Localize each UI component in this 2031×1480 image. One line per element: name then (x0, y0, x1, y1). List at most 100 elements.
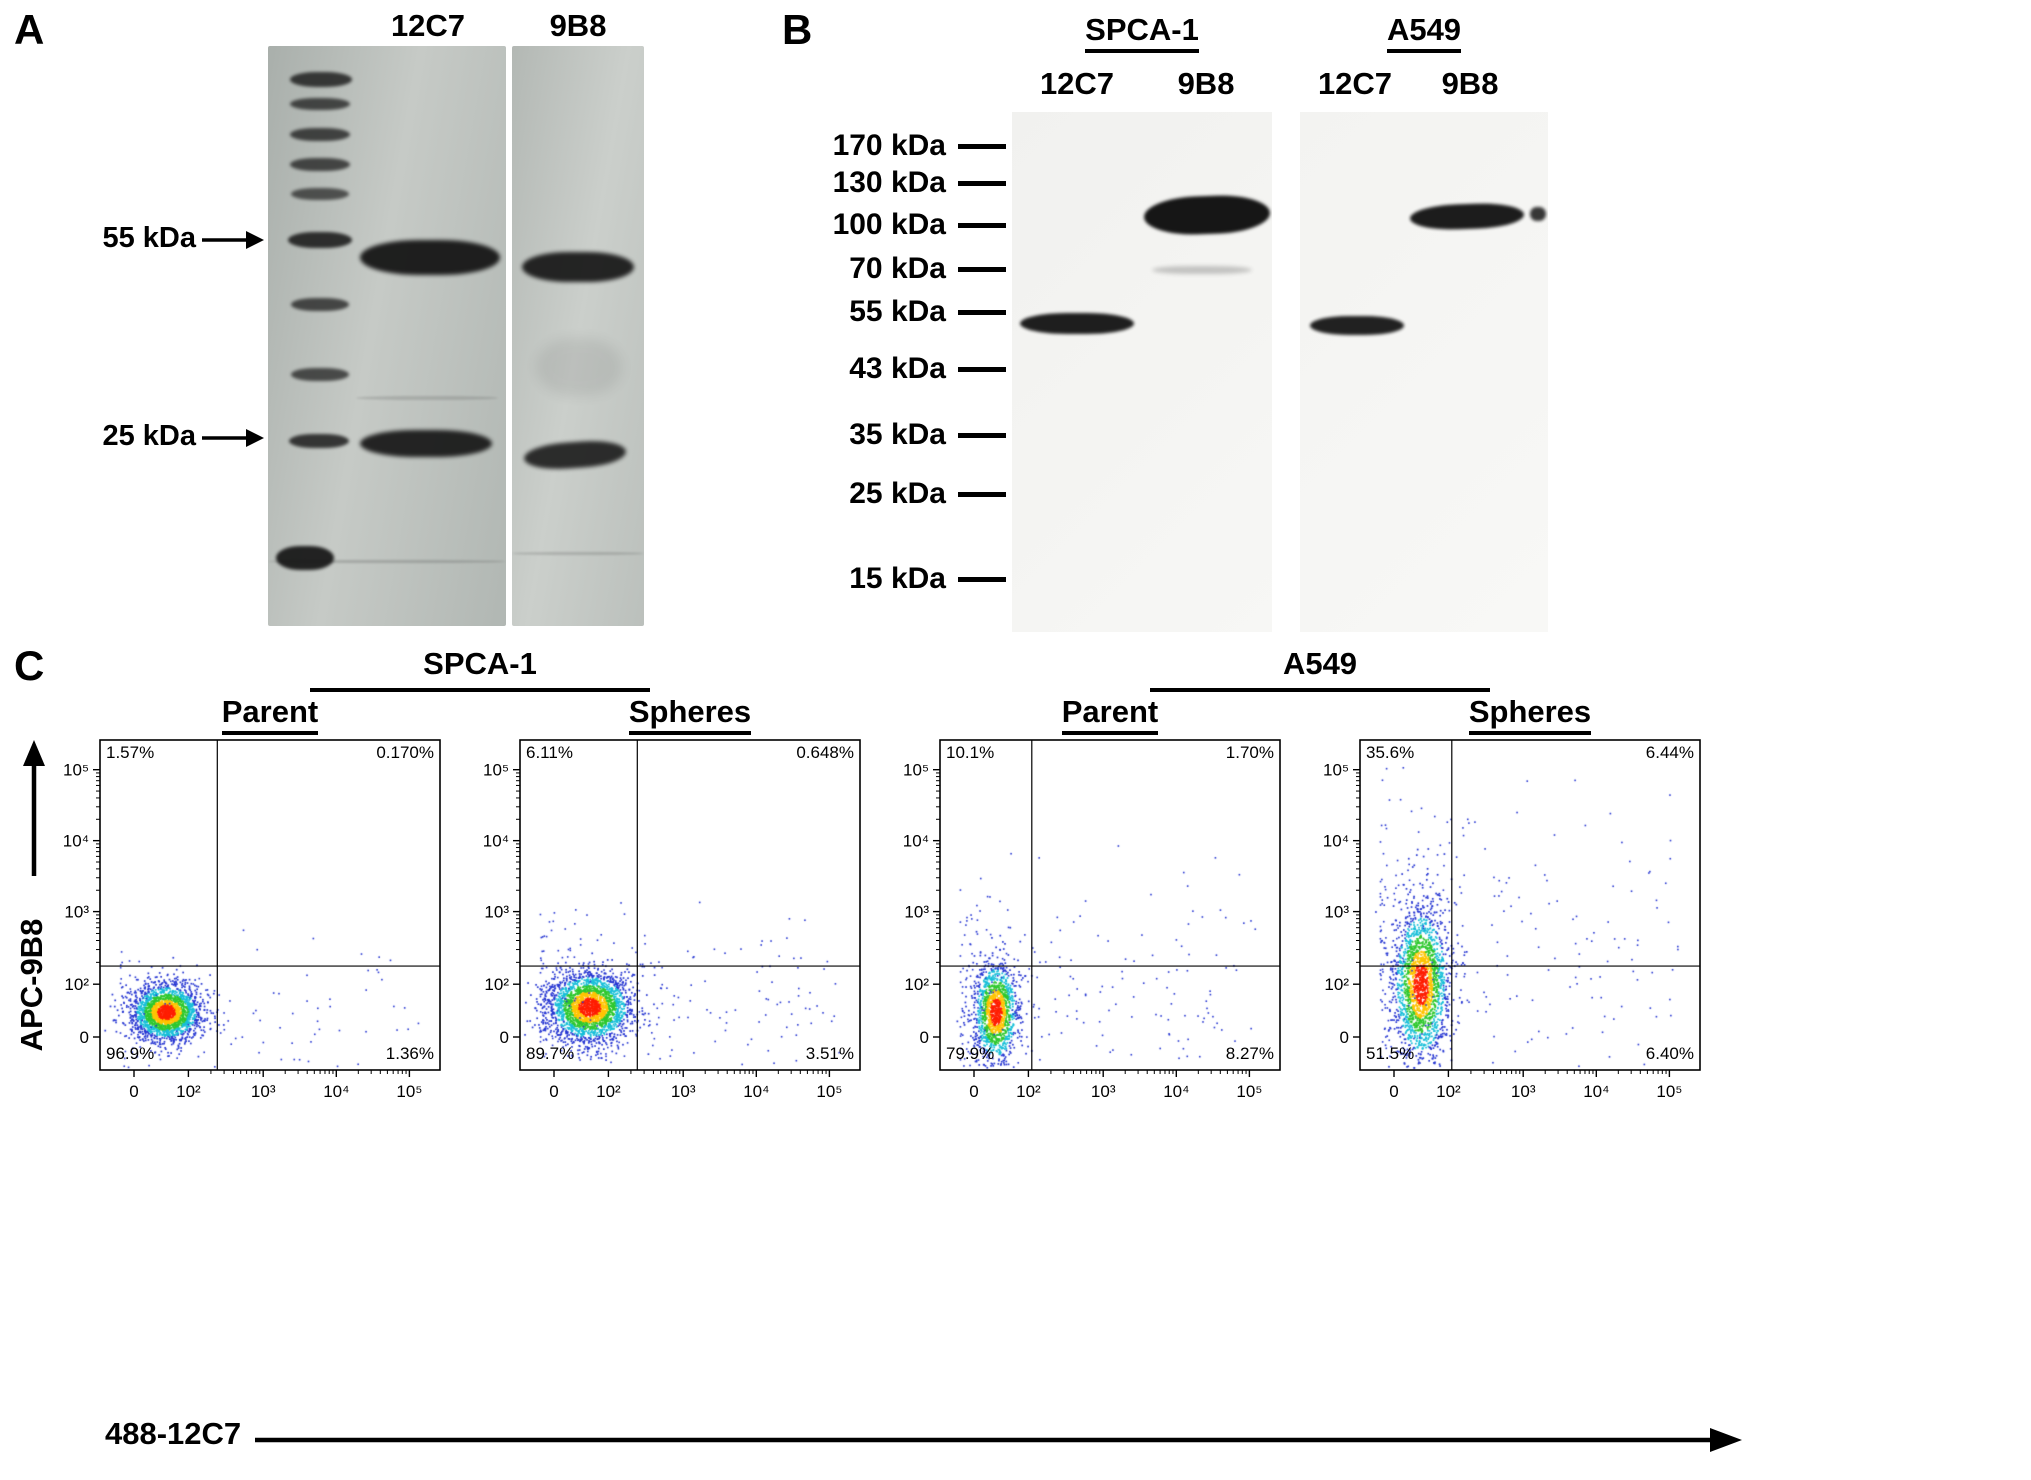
flow-header-spca1-line (310, 688, 650, 692)
svg-text:10⁴: 10⁴ (63, 832, 89, 851)
gel-lane-label-12c7: 12C7 (390, 8, 466, 43)
svg-text:10⁴: 10⁴ (1163, 1082, 1189, 1101)
blot-band (1310, 316, 1404, 335)
svg-text:10³: 10³ (1511, 1082, 1536, 1101)
gel-band (290, 128, 350, 141)
mw-marker-dash (958, 222, 1006, 228)
mw-marker-dash (958, 576, 1006, 582)
flow-header-a549-line (1150, 688, 1490, 692)
gel-band (289, 434, 349, 448)
quadrant-upper-right-value: 1.70% (1225, 743, 1274, 762)
gel-band (360, 430, 492, 457)
svg-text:0: 0 (80, 1028, 89, 1047)
flow-axes: 0 10² 10³ 10⁴ 10⁵ 0 10² 10³ 10⁴ 10⁵ (63, 739, 441, 1101)
gel-band (512, 552, 644, 555)
svg-text:10⁵: 10⁵ (1656, 1082, 1682, 1101)
condition-header-spca1-parent-text: Parent (221, 694, 319, 735)
y-axis-label: APC-9B8 (14, 918, 49, 1052)
svg-text:10²: 10² (1436, 1082, 1461, 1101)
blot-lane-a549-9b8: 9B8 (1441, 66, 1499, 101)
blot-lane-spca1-9b8: 9B8 (1177, 66, 1235, 101)
flow-axes: 0 10² 10³ 10⁴ 10⁵ 0 10² 10³ 10⁴ 10⁵ (1323, 739, 1701, 1101)
blot-header-spca1-text: SPCA-1 (1085, 12, 1199, 53)
flow-plot-spca1-parent: 0 10² 10³ 10⁴ 10⁵ 0 10² 10³ 10⁴ 10⁵ 1.57% 0.170% … (28, 726, 460, 1136)
panel-a-label: A (14, 6, 45, 53)
flow-axes: 0 10² 10³ 10⁴ 10⁵ 0 10² 10³ 10⁴ 10⁵ (483, 739, 861, 1101)
svg-text:10³: 10³ (64, 903, 89, 922)
gel-band (290, 158, 350, 171)
svg-text:10³: 10³ (1091, 1082, 1116, 1101)
mw-marker-label: 70 kDa (849, 252, 946, 285)
flow-plot-a549-parent: 0 10² 10³ 10⁴ 10⁵ 0 10² 10³ 10⁴ 10⁵ 10.1% 1.70% 7… (868, 726, 1300, 1136)
svg-text:10⁴: 10⁴ (483, 832, 509, 851)
mw-marker-row: 35 kDa (818, 415, 1006, 455)
flow-plot-spca1-spheres: 0 10² 10³ 10⁴ 10⁵ 0 10² 10³ 10⁴ 10⁵ 6.11% 0.648% … (448, 726, 880, 1136)
flow-scatter-canvas (940, 740, 1280, 1070)
gel-band (276, 546, 334, 570)
svg-text:0: 0 (969, 1082, 978, 1101)
svg-text:10⁴: 10⁴ (323, 1082, 349, 1101)
svg-text:0: 0 (920, 1028, 929, 1047)
svg-text:10⁴: 10⁴ (1323, 832, 1349, 851)
gel-band (291, 368, 349, 381)
svg-text:10²: 10² (904, 975, 929, 994)
svg-text:10⁴: 10⁴ (903, 832, 929, 851)
quadrant-lower-right-value: 6.40% (1645, 1044, 1694, 1063)
quadrant-lower-left-value: 79.9% (946, 1044, 995, 1063)
blot-header-a549: A549 (1324, 12, 1524, 53)
marker-55kda-label: 55 kDa (102, 222, 196, 254)
mw-marker-row: 170 kDa (818, 126, 1006, 166)
condition-header-a549-parent-text: Parent (1061, 694, 1159, 735)
mw-marker-label: 35 kDa (849, 418, 946, 451)
flow-axes: 0 10² 10³ 10⁴ 10⁵ 0 10² 10³ 10⁴ 10⁵ (903, 739, 1281, 1101)
flow-header-a549: A549 (1282, 646, 1358, 681)
mw-marker-dash (958, 491, 1006, 497)
quadrant-upper-left-value: 1.57% (106, 743, 155, 762)
coomassie-gel-12c7 (268, 46, 506, 626)
svg-text:10⁵: 10⁵ (1323, 761, 1349, 780)
gel-band (291, 188, 349, 200)
svg-text:0: 0 (500, 1028, 509, 1047)
gel-band (291, 298, 349, 311)
quadrant-lower-right-value: 3.51% (805, 1044, 854, 1063)
mw-marker-dash (958, 309, 1006, 315)
blot-band (1152, 266, 1252, 274)
blot-header-a549-text: A549 (1386, 12, 1462, 53)
x-axis-arrow-icon (255, 1428, 1742, 1452)
quadrant-upper-left-value: 6.11% (526, 743, 573, 762)
svg-text:10²: 10² (1324, 975, 1349, 994)
arrow-55kda-icon (202, 231, 264, 249)
flow-scatter-canvas (520, 740, 860, 1070)
svg-text:10²: 10² (596, 1082, 621, 1101)
blot-band (1530, 207, 1546, 221)
quadrant-upper-left-value: 10.1% (946, 743, 995, 762)
mw-marker-row: 70 kDa (818, 249, 1006, 289)
svg-text:10²: 10² (176, 1082, 201, 1101)
quadrant-lower-left-value: 96.9% (106, 1044, 155, 1063)
mw-marker-label: 100 kDa (832, 208, 946, 241)
mw-marker-dash (958, 143, 1006, 149)
svg-text:10³: 10³ (904, 903, 929, 922)
panel-b-label: B (782, 6, 813, 53)
gel-lane-label-9b8: 9B8 (549, 8, 607, 43)
mw-marker-dash (958, 432, 1006, 438)
svg-text:0: 0 (1340, 1028, 1349, 1047)
mw-marker-row: 55 kDa (818, 292, 1006, 332)
panel-c-label: C (14, 642, 45, 689)
svg-text:10⁵: 10⁵ (63, 761, 89, 780)
mw-marker-label: 130 kDa (832, 166, 946, 199)
quadrant-upper-left-value: 35.6% (1366, 743, 1415, 762)
x-axis-label: 488-12C7 (105, 1416, 242, 1451)
mw-marker-dash (958, 180, 1006, 186)
western-blot-a549 (1300, 112, 1548, 632)
mw-marker-row: 130 kDa (818, 163, 1006, 203)
svg-text:0: 0 (549, 1082, 558, 1101)
gel-band (356, 396, 498, 400)
flow-scatter-canvas (1360, 740, 1700, 1070)
quadrant-upper-right-value: 0.170% (376, 743, 434, 762)
flow-scatter-canvas (100, 740, 440, 1070)
coomassie-gel-9b8 (512, 46, 644, 626)
quadrant-lower-right-value: 1.36% (385, 1044, 434, 1063)
